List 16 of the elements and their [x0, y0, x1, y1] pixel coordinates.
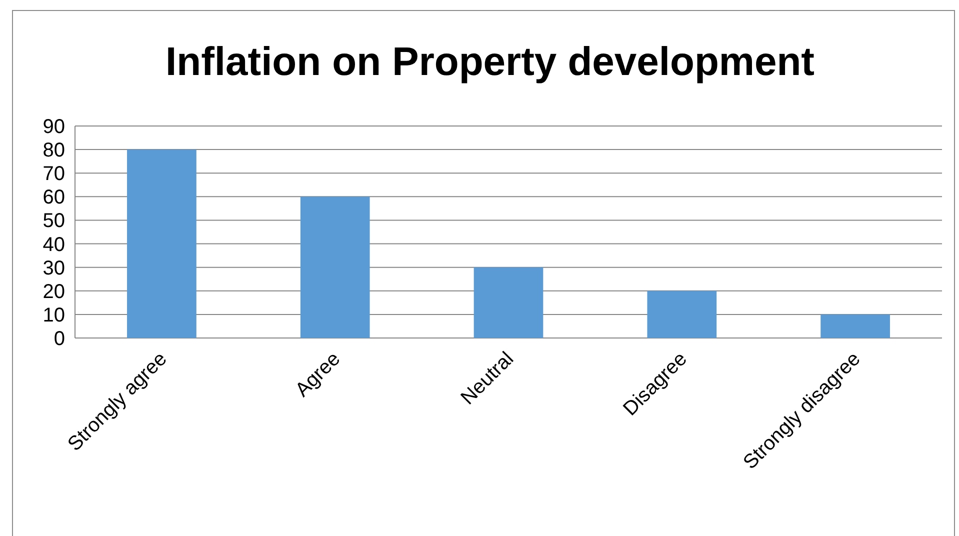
- y-tick-label: 60: [42, 186, 65, 209]
- bar: [474, 267, 544, 338]
- y-tick-label: 90: [42, 116, 65, 138]
- y-tick-label: 80: [42, 140, 65, 162]
- y-tick-label: 10: [42, 304, 65, 326]
- y-tick-label: 0: [54, 328, 65, 350]
- bar: [300, 196, 370, 338]
- y-tick-label: 50: [42, 210, 65, 232]
- y-tick-label: 20: [42, 280, 65, 303]
- y-tick-label: 70: [42, 163, 65, 186]
- chart-title: Inflation on Property development: [166, 40, 814, 84]
- bar: [127, 150, 196, 338]
- y-tick-label: 30: [42, 257, 65, 280]
- bar: [820, 314, 890, 338]
- bar: [647, 290, 717, 338]
- y-tick-label: 40: [42, 234, 65, 256]
